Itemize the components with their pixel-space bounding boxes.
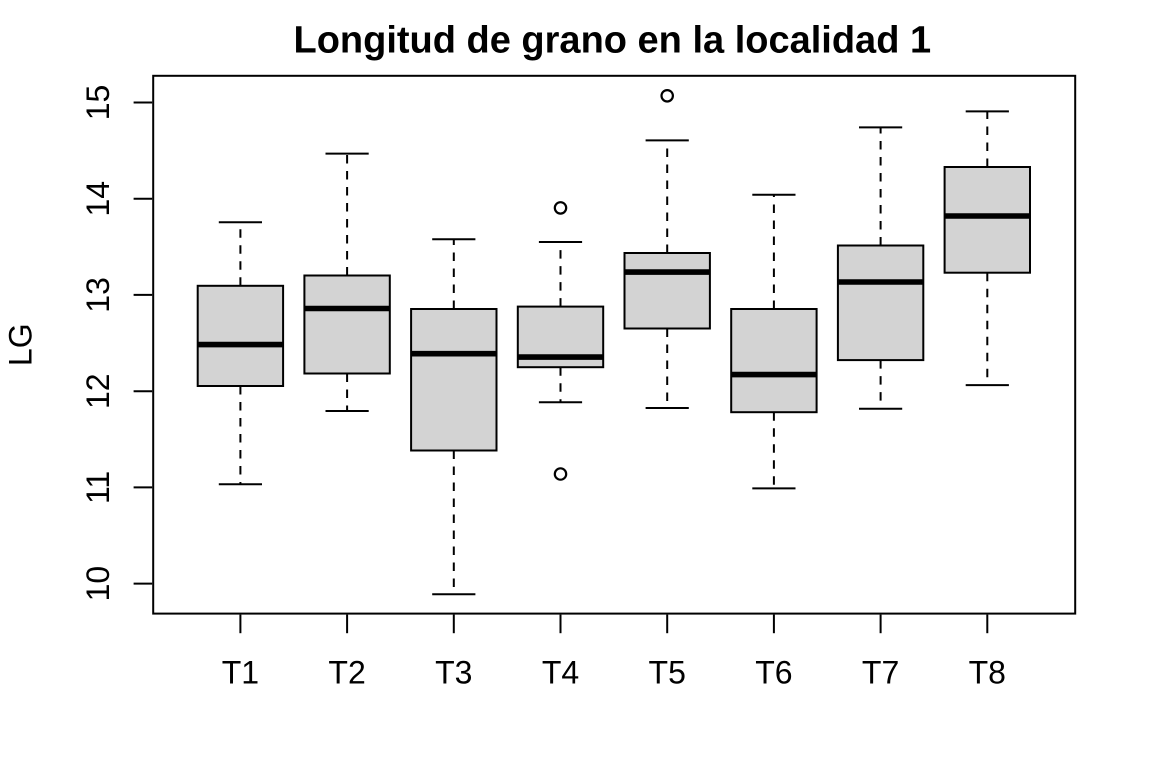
svg-text:13: 13 (80, 277, 116, 313)
svg-text:LG: LG (3, 323, 39, 366)
svg-text:T6: T6 (755, 655, 792, 691)
svg-text:11: 11 (80, 471, 116, 504)
svg-text:T1: T1 (222, 655, 259, 691)
svg-text:T5: T5 (649, 655, 686, 691)
svg-text:14: 14 (80, 181, 116, 217)
svg-text:T7: T7 (862, 655, 899, 691)
svg-text:T4: T4 (542, 655, 579, 691)
svg-text:12: 12 (80, 373, 116, 409)
svg-text:T2: T2 (328, 655, 365, 691)
svg-text:Longitud de grano en la locali: Longitud de grano en la localidad 1 (293, 20, 931, 62)
svg-text:15: 15 (80, 85, 116, 121)
svg-text:T8: T8 (969, 655, 1006, 691)
svg-text:10: 10 (80, 566, 116, 602)
svg-text:T3: T3 (435, 655, 472, 691)
